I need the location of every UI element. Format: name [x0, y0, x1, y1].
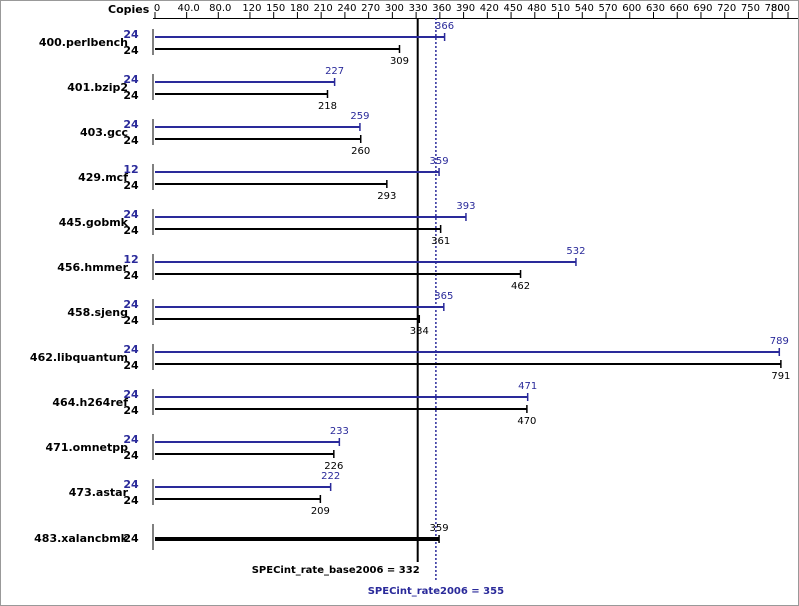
copies-label: 24	[123, 73, 139, 86]
x-tick-label: 120	[242, 3, 261, 14]
value-label: 789	[770, 336, 789, 347]
copies-label: 24	[123, 179, 139, 192]
value-label: 359	[430, 156, 449, 167]
x-tick-label: 270	[361, 3, 380, 14]
copies-label: 24	[123, 118, 139, 131]
category-label: 473.astar	[69, 486, 129, 499]
category-label: 445.gobmk	[59, 216, 129, 229]
copies-label: 24	[123, 134, 139, 147]
x-tick-label: 720	[717, 3, 736, 14]
copies-label: 24	[123, 314, 139, 327]
copies-label: 24	[123, 449, 139, 462]
x-tick-label: 660	[670, 3, 689, 14]
value-label: 209	[311, 506, 330, 517]
x-tick-label: 180	[290, 3, 309, 14]
value-label: 366	[435, 21, 454, 32]
value-label: 227	[325, 66, 344, 77]
value-label: 365	[434, 291, 453, 302]
value-label: 226	[324, 461, 343, 472]
x-tick-label: 360	[432, 3, 451, 14]
value-label: 462	[511, 281, 530, 292]
value-label: 334	[410, 326, 429, 337]
category-label: 403.gcc	[80, 126, 128, 139]
copies-label: 24	[123, 269, 139, 282]
value-label: 293	[377, 191, 396, 202]
copies-label: 24	[123, 343, 139, 356]
copies-label: 24	[123, 359, 139, 372]
copies-label: 24	[123, 89, 139, 102]
copies-label: 24	[123, 494, 139, 507]
category-label: 458.sjeng	[67, 306, 128, 319]
reference-label: SPECint_rate_base2006 = 332	[252, 565, 420, 576]
category-label: 429.mcf	[78, 171, 128, 184]
value-label: 532	[566, 246, 585, 257]
copies-label: 24	[123, 532, 139, 545]
x-tick-label: 420	[480, 3, 499, 14]
x-tick-label: 450	[504, 3, 523, 14]
value-label: 470	[517, 416, 536, 427]
copies-label: 24	[123, 388, 139, 401]
copies-label: 24	[123, 404, 139, 417]
x-tick-label: 80.0	[209, 3, 231, 14]
category-label: 464.h264ref	[52, 396, 128, 409]
x-tick-label: 150	[266, 3, 285, 14]
category-label: 462.libquantum	[30, 351, 128, 364]
x-tick-label: 540	[575, 3, 594, 14]
value-label: 471	[518, 381, 537, 392]
value-label: 361	[431, 236, 450, 247]
x-tick-label: 780	[765, 3, 784, 14]
copies-label: 24	[123, 433, 139, 446]
value-label: 260	[351, 146, 370, 157]
x-tick-label: 600	[622, 3, 641, 14]
x-tick-label: 40.0	[178, 3, 200, 14]
category-label: 483.xalancbmk	[34, 532, 129, 545]
category-label: 400.perlbench	[39, 36, 128, 49]
reference-label: SPECint_rate2006 = 355	[368, 586, 504, 597]
value-label: 791	[771, 371, 790, 382]
x-tick-label: 300	[385, 3, 404, 14]
copies-label: 24	[123, 208, 139, 221]
x-tick-label: 570	[598, 3, 617, 14]
x-tick-label: 0	[154, 3, 160, 14]
x-tick-label: 630	[646, 3, 665, 14]
copies-label: 24	[123, 224, 139, 237]
category-label: 401.bzip2	[67, 81, 128, 94]
value-label: 359	[430, 523, 449, 534]
x-tick-label: 330	[409, 3, 428, 14]
x-tick-label: 480	[527, 3, 546, 14]
copies-label: 24	[123, 44, 139, 57]
value-label: 218	[318, 101, 337, 112]
category-label: 456.hmmer	[57, 261, 128, 274]
x-tick-label: 210	[314, 3, 333, 14]
copies-label: 24	[123, 28, 139, 41]
x-tick-label: 390	[456, 3, 475, 14]
x-tick-label: 510	[551, 3, 570, 14]
x-tick-label: 800	[771, 3, 790, 14]
value-label: 222	[321, 471, 340, 482]
copies-label: 12	[123, 163, 138, 176]
x-axis-label: Copies	[108, 3, 150, 16]
x-tick-label: 690	[693, 3, 712, 14]
copies-label: 24	[123, 478, 139, 491]
value-label: 393	[456, 201, 475, 212]
copies-label: 12	[123, 253, 138, 266]
value-label: 233	[330, 426, 349, 437]
x-tick-label: 750	[741, 3, 760, 14]
x-tick-label: 240	[337, 3, 356, 14]
value-label: 309	[390, 56, 409, 67]
copies-label: 24	[123, 298, 139, 311]
category-label: 471.omnetpp	[46, 441, 129, 454]
value-label: 259	[350, 111, 369, 122]
